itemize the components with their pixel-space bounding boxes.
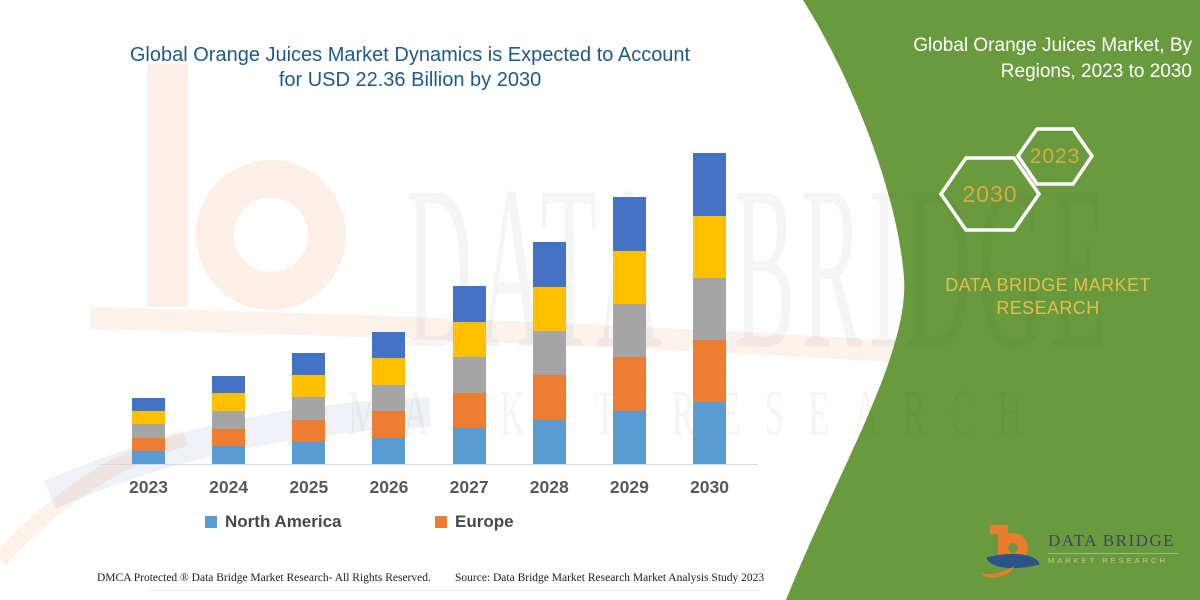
x-axis-tick-2026: 2026 [369,477,409,497]
bar-segment-unlabeled-region-gray-2023 [132,424,165,438]
bar-segment-unlabeled-region-yellow-2029 [612,250,646,304]
bar-segment-unlabeled-region-blue-2030 [693,153,727,216]
stacked-bar-2026 [372,331,406,464]
bar-segment-unlabeled-region-yellow-2024 [212,393,246,412]
bar-segment-unlabeled-region-blue-2029 [612,197,646,251]
bar-segment-north-america-2025 [292,441,326,464]
x-axis-tick-2024: 2024 [209,477,249,497]
bar-segment-north-america-2023 [132,450,165,464]
stacked-bar-2027 [452,286,486,464]
bar-segment-unlabeled-region-yellow-2025 [292,375,326,398]
bar-segment-unlabeled-region-gray-2024 [212,411,246,429]
bar-segment-north-america-2028 [532,419,566,464]
side-panel-brand-text: DATA BRIDGE MARKET RESEARCH [928,274,1168,320]
legend-label-europe: Europe [455,512,514,531]
x-axis-tick-2025: 2025 [289,477,329,497]
footer-source: Source: Data Bridge Market Research Mark… [455,572,765,584]
bar-segment-unlabeled-region-blue-2023 [132,397,165,412]
side-panel-brand-line2: RESEARCH [996,298,1100,318]
bar-segment-unlabeled-region-blue-2028 [532,242,566,287]
hexagon-badge-2023-year: 2023 [1029,144,1081,168]
footer-divider-line [150,590,760,591]
stacked-bar-2029 [612,197,646,464]
legend-swatch-north-america-icon [205,516,217,528]
bar-segment-unlabeled-region-blue-2025 [292,352,326,376]
bar-segment-north-america-2030 [693,401,727,464]
side-panel-title-line1: Global Orange Juices Market, By [913,35,1192,56]
bar-segment-north-america-2026 [372,437,406,464]
side-panel-title-line2: Regions, 2023 to 2030 [1000,61,1192,82]
x-axis-tick-2023: 2023 [129,477,168,497]
stacked-bar-2028 [532,242,566,464]
bar-segment-unlabeled-region-gray-2026 [372,384,406,412]
footer: DMCA Protected ® Data Bridge Market Rese… [0,572,780,588]
bar-segment-unlabeled-region-yellow-2030 [693,215,727,278]
bar-segment-north-america-2029 [612,410,646,464]
bar-segment-europe-2029 [612,357,646,411]
legend-label-north-america: North America [225,512,342,531]
bar-segment-unlabeled-region-yellow-2028 [532,286,566,332]
bar-segment-europe-2025 [292,419,326,442]
bar-segment-north-america-2027 [452,428,486,464]
bar-segment-unlabeled-region-blue-2027 [452,286,486,322]
chart-legend: North America Europe [0,512,760,538]
watermark-logo-stem [147,64,188,307]
chart-title-line1: Global Orange Juices Market Dynamics is … [129,44,691,66]
x-axis-labels: 2023 2024 2025 2026 2027 2028 2029 2030 [0,477,1200,499]
bar-segment-unlabeled-region-gray-2027 [452,357,486,393]
hexagon-badge-2030: 2030 [938,155,1042,233]
bar-segment-unlabeled-region-gray-2028 [532,331,566,376]
stacked-bar-2030 [693,153,727,464]
side-panel-brand-line1: DATA BRIDGE MARKET [945,275,1151,295]
stacked-bar-2024 [212,375,246,464]
stacked-bar-2023 [132,397,165,464]
bar-segment-unlabeled-region-yellow-2023 [132,411,165,425]
side-panel-title: Global Orange Juices Market, By Regions,… [870,33,1192,85]
bar-segment-europe-2024 [212,428,246,447]
stacked-bar-2025 [292,352,326,464]
x-axis-tick-2029: 2029 [609,477,649,497]
bar-segment-unlabeled-region-yellow-2026 [372,358,406,385]
legend-item-europe: Europe [435,512,514,532]
bar-segment-north-america-2024 [212,446,246,464]
hexagon-outline-icon [1015,127,1095,186]
company-logo-title: DATA BRIDGE [1048,531,1178,554]
hexagon-outline-icon [938,156,1042,232]
bar-segment-europe-2028 [532,375,566,420]
bar-segment-europe-2023 [132,437,165,451]
bar-segment-unlabeled-region-gray-2025 [292,397,326,420]
hexagon-badge-2030-year: 2030 [962,180,1018,207]
x-axis-tick-2030: 2030 [690,477,730,497]
company-logo: DATA BRIDGE MARKET RESEARCH [978,519,1186,585]
bar-segment-unlabeled-region-gray-2029 [612,303,646,358]
bar-segment-unlabeled-region-blue-2026 [372,331,406,359]
bar-segment-unlabeled-region-gray-2030 [693,277,727,340]
x-axis-line [100,464,758,465]
bar-segment-europe-2030 [693,339,727,402]
company-logo-subtitle: MARKET RESEARCH [1048,556,1168,565]
bar-segment-unlabeled-region-blue-2024 [212,375,246,394]
hexagon-badge-2023: 2023 [1015,126,1095,187]
legend-item-north-america: North America [205,512,342,532]
x-axis-tick-2027: 2027 [449,477,489,497]
legend-swatch-europe-icon [435,516,447,528]
company-logo-icon [978,519,1042,583]
chart-title: Global Orange Juices Market Dynamics is … [100,43,720,93]
bar-segment-unlabeled-region-yellow-2027 [452,321,486,358]
footer-copyright: DMCA Protected ® Data Bridge Market Rese… [97,572,431,584]
bar-segment-europe-2027 [452,392,486,429]
x-axis-tick-2028: 2028 [529,477,569,497]
bar-segment-europe-2026 [372,411,406,438]
chart-title-line2: for USD 22.36 Billion by 2030 [278,69,542,91]
